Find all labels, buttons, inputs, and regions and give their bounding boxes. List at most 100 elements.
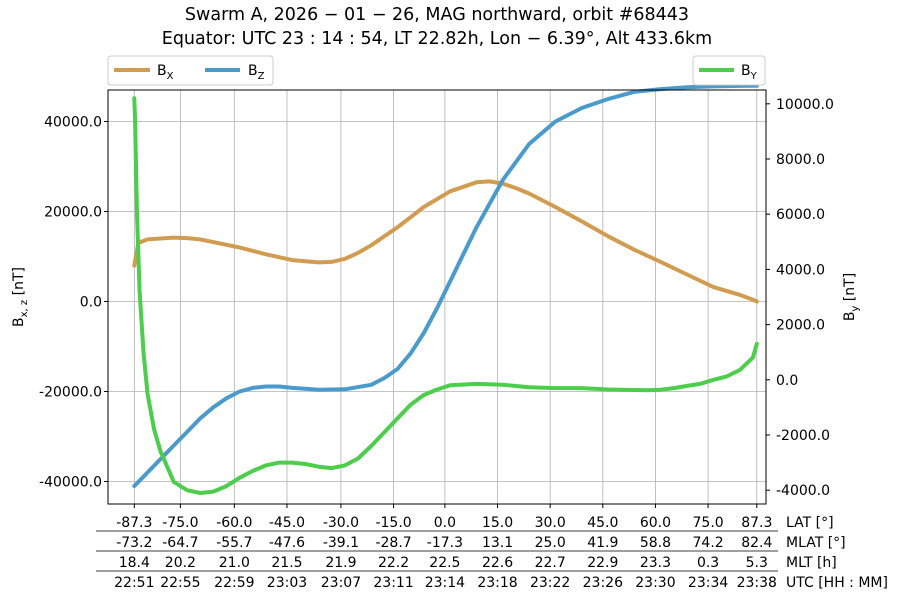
table-cell: -39.1: [323, 535, 359, 551]
table-cell: 75.0: [693, 515, 724, 531]
table-cell: 23:22: [530, 575, 570, 591]
legend-label-bz: BZ: [248, 63, 265, 82]
left-axis-label-sub: x, z: [19, 300, 30, 318]
table-cell: 22.5: [429, 555, 460, 571]
left-axis-label-unit: [nT]: [11, 267, 27, 300]
table-cell: 82.4: [741, 535, 772, 551]
right-axis-label-sub: y: [850, 306, 861, 312]
table-row-label: MLAT [°]: [786, 535, 846, 551]
table-cell: -30.0: [323, 515, 359, 531]
table-cell: 5.3: [746, 555, 768, 571]
table-cell: 23.3: [640, 555, 671, 571]
right-tick-label: 0.0: [776, 373, 798, 389]
legend-label-bz-main: B: [248, 63, 258, 79]
right-tick-label: 2000.0: [776, 318, 825, 334]
left-tick-label: 20000.0: [44, 205, 102, 221]
table-cell: 15.0: [482, 515, 513, 531]
legend-left: BX BZ: [107, 55, 274, 86]
table-cell: 87.3: [741, 515, 772, 531]
chart-title-line2: Equator: UTC 23 : 14 : 54, LT 22.82h, Lo…: [162, 29, 712, 49]
x-ticks: [133, 504, 758, 508]
table-cell: 45.0: [587, 515, 618, 531]
right-tick-label: -2000.0: [776, 428, 830, 444]
table-cell: 23:26: [583, 575, 623, 591]
table-row-label: MLT [h]: [786, 555, 837, 571]
legend-label-by-sub: Y: [750, 71, 758, 82]
table-cell: -17.3: [427, 535, 463, 551]
table-cell: 58.8: [640, 535, 671, 551]
left-axis-label-main: B: [11, 317, 27, 327]
plot-area: [108, 90, 766, 504]
right-tick-label: 8000.0: [776, 152, 825, 168]
table-cell: -73.2: [116, 535, 152, 551]
table-cell: 13.1: [482, 535, 513, 551]
table-cell: 23:18: [477, 575, 517, 591]
legend-left-box: [107, 55, 274, 86]
legend-label-bx-sub: X: [167, 71, 174, 82]
legend-right: BY: [692, 55, 766, 86]
plot-frame: [107, 89, 767, 505]
table-cell: 23:14: [425, 575, 465, 591]
right-tick-label: 10000.0: [776, 97, 834, 113]
left-tick-label: -20000.0: [39, 385, 102, 401]
right-tick-label: 6000.0: [776, 207, 825, 223]
table-cell: -64.7: [162, 535, 198, 551]
right-axis-ticks: 10000.0 8000.0 6000.0 4000.0 2000.0 0.0 -2000.…: [766, 97, 834, 499]
table-cell: 22.7: [535, 555, 566, 571]
table-cell: 22:51: [114, 575, 154, 591]
position-table: -87.3 -75.0 -60.0 -45.0 -30.0 -15.0 0.0 15.0 30.…: [96, 515, 888, 591]
left-axis-ticks: 40000.0 20000.0 0.0 -20000.0 -40000.0: [39, 115, 108, 491]
legend-label-by: BY: [741, 63, 758, 82]
legend-label-bx-main: B: [157, 63, 167, 79]
table-cell: 22.6: [482, 555, 513, 571]
table-cell: -87.3: [116, 515, 152, 531]
table-cell: -15.0: [375, 515, 411, 531]
table-cell: -45.0: [269, 515, 305, 531]
table-cell: 23:07: [321, 575, 361, 591]
table-cell: 0.3: [697, 555, 719, 571]
table-cell: 22:59: [214, 575, 254, 591]
table-cell: 21.9: [325, 555, 356, 571]
right-axis-label-unit: [nT]: [842, 273, 858, 306]
table-row-label: UTC [HH : MM]: [786, 575, 888, 591]
series-line-by: [132, 96, 759, 495]
table-cell: 18.4: [119, 555, 150, 571]
table-cell: 0.0: [434, 515, 456, 531]
table-cell: 74.2: [693, 535, 724, 551]
right-axis-label-main: B: [842, 312, 858, 322]
legend-label-bz-sub: Z: [258, 71, 265, 82]
table-cell: -55.7: [216, 535, 252, 551]
series-line-bz: [132, 83, 759, 488]
table-cell: -28.7: [375, 535, 411, 551]
chart-title-line1: Swarm A, 2026 − 01 − 26, MAG northward, …: [185, 5, 689, 25]
table-cell: 41.9: [587, 535, 618, 551]
series-lines: [132, 83, 759, 495]
table-cell: 21.5: [271, 555, 302, 571]
table-cell: 20.2: [165, 555, 196, 571]
table-cell: 60.0: [640, 515, 671, 531]
table-cell: -60.0: [216, 515, 252, 531]
table-cell: 23:11: [373, 575, 413, 591]
table-row-label: LAT [°]: [786, 515, 834, 531]
right-tick-label: -4000.0: [776, 483, 830, 499]
table-cell: 25.0: [535, 535, 566, 551]
left-tick-label: 0.0: [80, 295, 102, 311]
left-tick-label: 40000.0: [44, 115, 102, 131]
table-cell: 30.0: [535, 515, 566, 531]
series-line-bx: [132, 179, 759, 304]
table-cell: -47.6: [269, 535, 305, 551]
table-cell: 22:55: [160, 575, 200, 591]
table-cell: 23:34: [688, 575, 728, 591]
left-tick-label: -40000.0: [39, 475, 102, 491]
table-cell: 23:30: [635, 575, 675, 591]
table-cell: -75.0: [162, 515, 198, 531]
left-axis-label: Bx, z [nT]: [11, 267, 30, 327]
table-cell: 22.2: [378, 555, 409, 571]
legend-label-bx: BX: [157, 63, 174, 82]
legend-label-by-main: B: [741, 63, 751, 79]
table-cell: 21.0: [219, 555, 250, 571]
right-axis-label: By [nT]: [842, 273, 861, 321]
right-tick-label: 4000.0: [776, 262, 825, 278]
table-cell: 23:38: [737, 575, 777, 591]
